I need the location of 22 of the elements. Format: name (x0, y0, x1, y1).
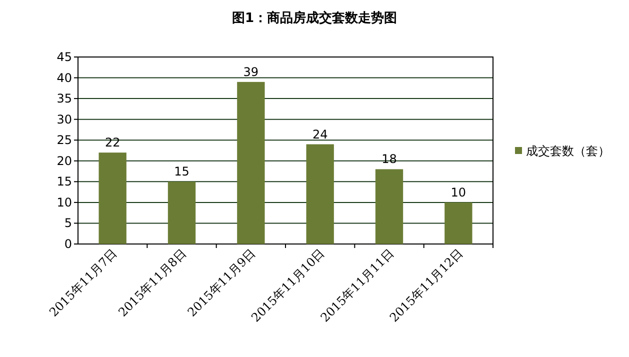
y-tick-label: 15 (56, 174, 72, 189)
y-tick-label: 0 (64, 237, 72, 251)
data-label: 39 (243, 64, 259, 79)
y-tick-label: 20 (56, 154, 72, 168)
chart-title: 图1：商品房成交套数走势图 (232, 10, 398, 26)
y-tick-label: 40 (56, 70, 72, 85)
bar (237, 82, 265, 244)
bar (306, 144, 334, 244)
data-label: 10 (450, 185, 466, 200)
legend-label: 成交套数（套） (526, 144, 610, 158)
bar (168, 182, 196, 244)
data-label: 24 (312, 127, 328, 142)
y-tick-label: 30 (56, 112, 72, 126)
y-tick-label: 45 (56, 50, 72, 64)
y-tick-label: 25 (56, 133, 72, 148)
data-label: 15 (174, 164, 190, 179)
bar (375, 169, 404, 244)
y-tick-label: 5 (64, 216, 72, 230)
bar (98, 152, 126, 244)
bar (444, 202, 472, 244)
y-tick-label: 10 (56, 195, 72, 210)
y-tick-label: 35 (56, 92, 72, 106)
